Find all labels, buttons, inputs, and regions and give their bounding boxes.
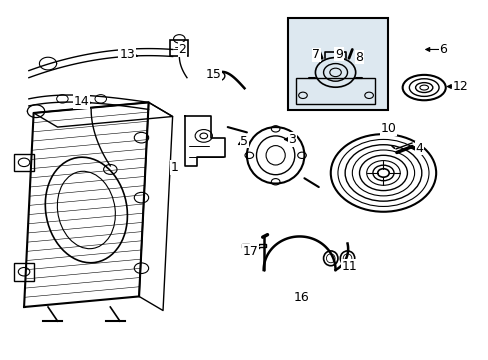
Text: 15: 15 xyxy=(205,68,221,81)
Text: 3: 3 xyxy=(288,133,296,146)
Text: 10: 10 xyxy=(380,122,395,135)
Text: 2: 2 xyxy=(178,43,186,56)
Text: 12: 12 xyxy=(451,80,467,93)
Bar xyxy=(287,18,387,110)
Text: 14: 14 xyxy=(74,95,89,108)
Text: 11: 11 xyxy=(341,260,357,273)
Text: 5: 5 xyxy=(240,135,248,148)
Text: 4: 4 xyxy=(415,142,423,155)
Text: 9: 9 xyxy=(334,48,342,60)
Bar xyxy=(296,78,375,104)
Text: 17: 17 xyxy=(242,245,258,258)
Text: 13: 13 xyxy=(119,48,135,61)
Bar xyxy=(170,40,188,56)
Text: 1: 1 xyxy=(171,161,179,174)
Text: 6: 6 xyxy=(439,43,447,56)
Text: 16: 16 xyxy=(293,291,309,303)
Text: 8: 8 xyxy=(355,51,363,64)
Text: 7: 7 xyxy=(312,48,320,61)
